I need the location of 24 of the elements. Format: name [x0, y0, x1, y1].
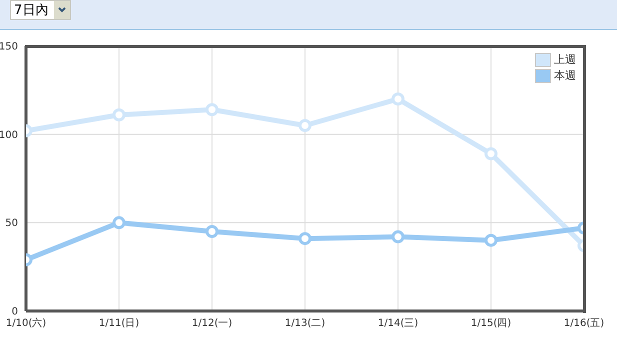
point [206, 225, 218, 238]
point [392, 92, 404, 106]
x-tick-label: 1/13(二) [284, 318, 326, 330]
legend-label: 上週 [554, 52, 576, 67]
point [298, 119, 312, 132]
point [484, 147, 498, 160]
x-tick-label: 1/12(一) [192, 318, 232, 330]
x-tick-label: 1/10(六) [6, 317, 46, 330]
y-tick-label: 50 [5, 218, 18, 230]
point [298, 232, 312, 246]
x-tick-label: 1/16(五) [564, 318, 604, 330]
y-tick-label: 0 [12, 306, 18, 318]
point [392, 230, 404, 244]
x-tick-label: 1/11(日) [98, 318, 140, 330]
x-tick-label: 1/15(四) [470, 318, 512, 330]
y-tick-label: 100 [0, 130, 18, 141]
point [112, 108, 126, 122]
dropdown-field: 7日內 [10, 0, 72, 20]
legend-label: 本週 [554, 68, 576, 83]
y-tick-label: 150 [0, 42, 18, 53]
point [206, 103, 218, 116]
point [484, 234, 498, 247]
x-tick-label: 1/14(三) [378, 318, 418, 330]
point [112, 216, 126, 230]
